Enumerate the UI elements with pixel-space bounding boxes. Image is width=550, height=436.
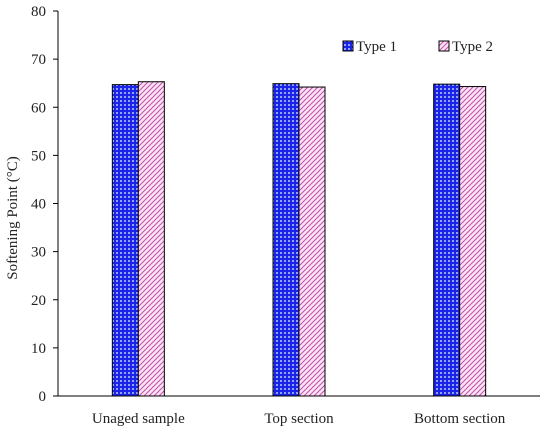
legend-swatch-type2 — [438, 40, 450, 52]
bar-type2 — [298, 86, 326, 397]
legend-item-type1: Type 1 — [342, 39, 397, 55]
bar-type2 — [137, 81, 165, 397]
y-tick-label: 70 — [31, 52, 46, 68]
bar-type1 — [272, 83, 300, 397]
y-tick-label: 10 — [31, 341, 46, 357]
y-axis-title: Softening Point (°C) — [5, 156, 21, 280]
legend-item-type2: Type 2 — [438, 39, 493, 55]
bar-type2 — [459, 86, 487, 397]
x-category-label: Bottom section — [414, 411, 506, 427]
y-axis-ticks: 0 10 20 30 40 50 60 70 80 — [31, 4, 58, 405]
y-tick-label: 30 — [31, 245, 46, 261]
y-tick-label: 60 — [31, 100, 46, 116]
legend-label-type2: Type 2 — [452, 39, 493, 55]
bars-group — [111, 81, 487, 397]
legend: Type 1 Type 2 — [342, 39, 493, 55]
y-tick-label: 50 — [31, 148, 46, 164]
x-axis-labels: Unaged sample Top section Bottom section — [92, 411, 506, 427]
bar-type1 — [433, 83, 461, 397]
legend-swatch-type1 — [342, 40, 354, 52]
y-tick-label: 80 — [31, 4, 46, 20]
legend-label-type1: Type 1 — [356, 39, 397, 55]
y-tick-label: 0 — [39, 389, 47, 405]
x-category-label: Unaged sample — [92, 411, 185, 427]
y-tick-label: 40 — [31, 197, 46, 213]
y-tick-label: 20 — [31, 293, 46, 309]
x-category-label: Top section — [264, 411, 334, 427]
bar-type1 — [111, 84, 139, 397]
